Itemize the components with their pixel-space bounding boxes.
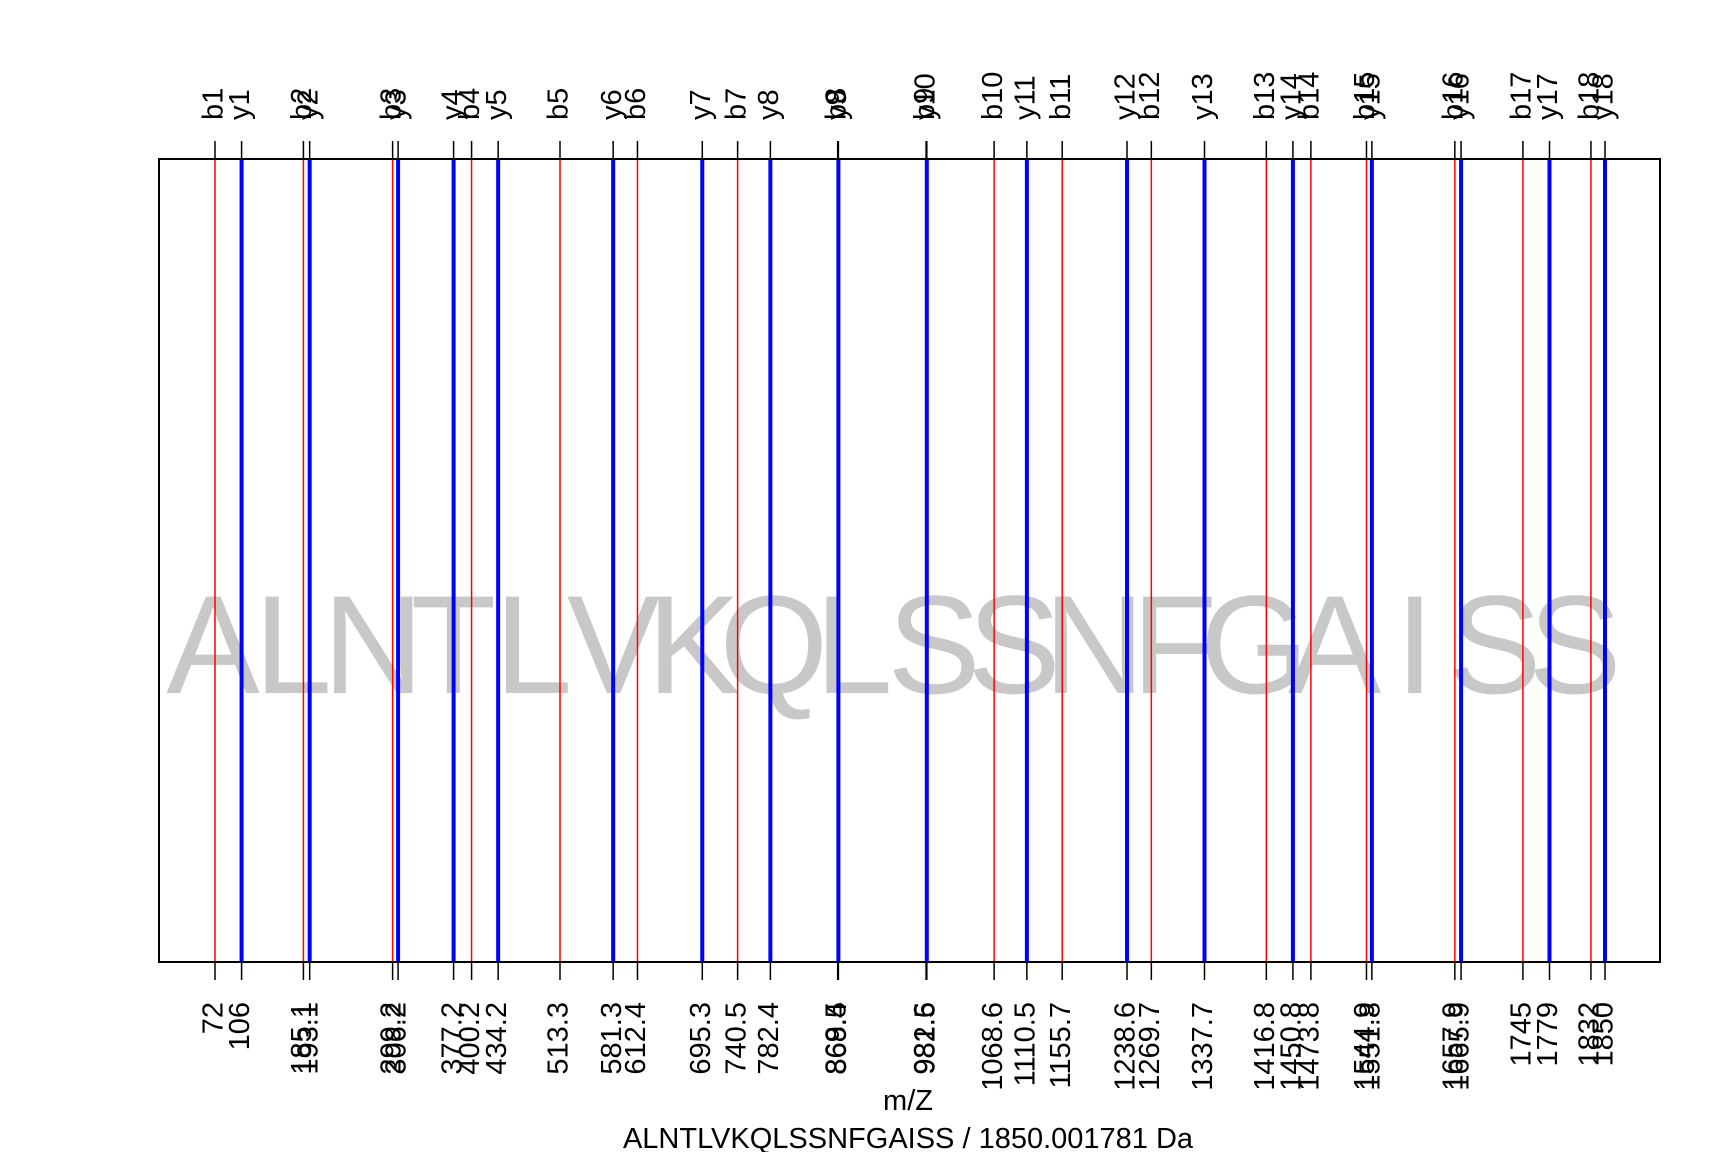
plot-frame [158,158,1661,963]
ion-label-b12: b12 [1134,72,1166,120]
mz-tick-label: 581.3 [596,1002,628,1075]
mz-tick-label: 1665.9 [1444,1002,1476,1091]
sequence-letter: A [166,566,260,723]
mz-tick-label: 1551.8 [1355,1002,1387,1091]
ion-label-b9: b9 [909,88,941,120]
sequence-letter: N [1044,566,1145,723]
ion-label-b16: b16 [1437,72,1469,120]
sequence-letters: ALNTLVKQLSSNFGA I SS [166,566,1621,723]
sequence-letter: S [1528,566,1621,723]
sequence-letter: A [1288,566,1382,723]
x-axis-label: m/Z [883,1085,933,1117]
ion-label-y18: y18 [1588,73,1620,120]
mz-tick-label: 377.2 [436,1002,468,1075]
mz-tick-label: 1110.5 [1010,1002,1042,1086]
ion-label-y8: y8 [753,89,785,120]
ion-label-b8: b8 [820,88,852,120]
mz-tick-label: 1450.8 [1276,1002,1308,1091]
mz-tick-label: 1473.8 [1294,1002,1326,1091]
mz-tick-label: 434.2 [481,1002,513,1075]
mz-tick-label: 106 [224,1002,256,1050]
mz-tick-label: 612.4 [620,1002,652,1075]
mz-tick-label: 1850 [1588,1002,1620,1067]
sequence-letter: S [1448,566,1541,723]
ion-label-b14: b14 [1294,72,1326,120]
ion-label-b13: b13 [1249,72,1281,120]
mz-tick-labels: 72 185.1 299.2 400.2 513.3 612.4 740.5 868.5 981… [198,1002,1620,1091]
ion-label-b11: b11 [1045,74,1077,120]
mz-tick-label: 982.5 [909,1002,941,1075]
mz-tick-label: 299.2 [375,1002,407,1075]
mz-tick-label: 1832 [1574,1002,1606,1067]
sequence-letter: I [1395,566,1434,723]
sequence-letter: L [815,566,893,723]
ion-label-b18: b18 [1574,72,1606,120]
ion-label-y2: y2 [292,89,324,120]
ion-label-b6: b6 [620,88,652,120]
mz-tick-label: 869.4 [821,1002,853,1075]
ion-label-y14: y14 [1276,73,1308,120]
mz-tick-label: 782.4 [753,1002,785,1075]
ion-lines [214,159,1607,962]
mz-tick-label: 1416.8 [1249,1002,1281,1091]
mz-tick-label: 400.2 [454,1002,486,1075]
ion-label-y4: y4 [436,89,468,120]
ion-labels: b1 b2 b3 b4 b5 b6 b7 b8 b9 b10 b11 b12 b13 b14 b15 b16 b… [198,72,1620,120]
mz-tick-label: 1269.7 [1134,1002,1166,1091]
mz-tick-label: 1068.6 [977,1002,1009,1091]
ion-label-y12: y12 [1110,73,1142,120]
ion-label-y11: y11 [1010,75,1042,120]
ion-label-b3: b3 [375,88,407,120]
ion-label-y7: y7 [685,89,717,120]
mz-tick-label: 740.5 [720,1002,752,1075]
mz-tick-label: 1779 [1532,1002,1564,1067]
sequence-letter: S [967,566,1060,723]
ion-label-b5: b5 [543,88,575,120]
sequence-letter: N [323,566,424,723]
ion-label-y13: y13 [1187,73,1219,120]
mz-tick-label: 1745 [1506,1002,1538,1067]
mz-tick-label: 1657.9 [1437,1002,1469,1091]
ion-label-y15: y15 [1355,73,1387,120]
ion-label-b2: b2 [286,88,318,120]
ion-label-b17: b17 [1506,72,1538,120]
sequence-letter: G [1200,566,1309,723]
ion-label-b15: b15 [1349,72,1381,120]
ion-label-y16: y16 [1444,73,1476,120]
mz-tick-label: 1544.9 [1349,1002,1381,1091]
mz-tick-label: 981.6 [909,1002,941,1075]
ion-label-y6: y6 [596,89,628,120]
ion-label-b7: b7 [720,88,752,120]
ion-label-y1: y1 [224,89,256,120]
mz-tick-label: 695.3 [685,1002,717,1075]
sequence-letter: L [254,566,332,723]
ion-label-y17: y17 [1532,73,1564,120]
mz-tick-label: 185.1 [286,1002,318,1075]
ion-label-y9: y9 [821,89,853,120]
ion-label-b1: b1 [198,88,230,120]
mz-tick-label: 1238.6 [1110,1002,1142,1091]
sequence-letter: K [647,566,740,723]
mz-tick-label: 1155.7 [1045,1002,1077,1089]
mz-tick-label: 868.5 [820,1002,852,1075]
axis-ticks [214,141,1606,980]
chart-caption: ALNTLVKQLSSNFGAISS / 1850.001781 Da [623,1123,1194,1152]
ion-label-b10: b10 [977,72,1009,120]
mz-tick-label: 1337.7 [1187,1002,1219,1091]
mz-tick-label: 513.3 [543,1002,575,1075]
ion-label-b4: b4 [454,88,486,120]
mz-tick-label: 193.1 [292,1002,324,1075]
ion-label-y3: y3 [381,89,413,120]
ion-label-y5: y5 [481,89,513,120]
sequence-letter: S [887,566,980,723]
ion-label-y10: y10 [909,73,941,120]
mz-tick-label: 306.2 [381,1002,413,1075]
sequence-letter: Q [719,566,828,723]
mz-tick-label: 72 [198,1002,230,1034]
